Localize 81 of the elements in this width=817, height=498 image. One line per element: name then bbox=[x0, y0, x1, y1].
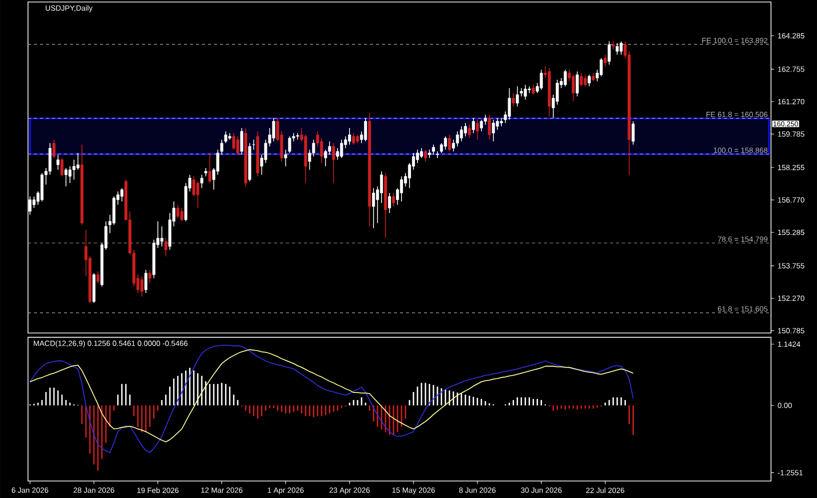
candlestick bbox=[476, 119, 479, 140]
candlestick bbox=[52, 139, 56, 158]
candlestick bbox=[272, 118, 276, 142]
candlestick bbox=[608, 40, 611, 66]
candlestick bbox=[192, 176, 196, 197]
candlestick bbox=[496, 118, 499, 130]
candlestick bbox=[220, 139, 224, 156]
candlestick bbox=[632, 120, 635, 146]
candlestick bbox=[56, 154, 60, 170]
candlestick bbox=[472, 118, 475, 134]
candlestick bbox=[348, 128, 352, 146]
candlestick bbox=[400, 176, 403, 202]
candlestick bbox=[48, 142, 52, 176]
candlestick bbox=[572, 74, 575, 102]
candlestick bbox=[328, 140, 332, 156]
candlestick bbox=[420, 148, 423, 158]
candlestick bbox=[240, 128, 244, 156]
candlestick bbox=[196, 180, 200, 208]
candlestick bbox=[584, 74, 587, 87]
candlestick bbox=[508, 88, 511, 120]
candlestick bbox=[148, 269, 152, 284]
candlestick bbox=[468, 124, 471, 139]
candlestick bbox=[352, 132, 356, 146]
candlestick bbox=[464, 122, 467, 137]
candlestick bbox=[76, 152, 80, 170]
candlestick bbox=[380, 170, 384, 204]
candlestick bbox=[160, 226, 164, 247]
candlestick bbox=[436, 151, 439, 158]
candlestick bbox=[296, 132, 300, 140]
candlestick bbox=[460, 126, 463, 142]
candlestick bbox=[588, 74, 591, 87]
candlestick bbox=[424, 149, 427, 162]
candlestick bbox=[200, 174, 204, 189]
candlestick bbox=[288, 136, 292, 154]
candlestick bbox=[60, 158, 64, 177]
candlestick bbox=[444, 136, 447, 150]
candlestick bbox=[164, 238, 168, 257]
candlestick bbox=[236, 136, 240, 156]
candlestick bbox=[488, 114, 491, 140]
candlestick bbox=[144, 269, 148, 294]
candlestick bbox=[320, 138, 324, 164]
candlestick bbox=[340, 139, 344, 158]
candlestick bbox=[96, 270, 100, 284]
candlestick bbox=[72, 159, 76, 180]
candlestick bbox=[324, 149, 328, 167]
candlestick bbox=[456, 130, 459, 147]
candlestick bbox=[332, 142, 336, 184]
candlestick bbox=[176, 204, 180, 218]
candlestick bbox=[388, 192, 391, 214]
candlestick bbox=[484, 114, 487, 126]
candlestick bbox=[140, 276, 144, 297]
candlestick bbox=[208, 152, 212, 184]
candlestick bbox=[616, 42, 619, 56]
candlestick bbox=[620, 40, 623, 56]
candlestick bbox=[68, 166, 72, 184]
candlestick bbox=[432, 144, 435, 156]
candlestick bbox=[284, 149, 288, 167]
candlestick bbox=[372, 188, 376, 229]
candlestick bbox=[232, 132, 236, 150]
candlestick bbox=[524, 84, 527, 100]
candlestick bbox=[448, 134, 451, 152]
candlestick bbox=[364, 118, 368, 142]
candlestick bbox=[392, 192, 395, 207]
candlestick bbox=[32, 196, 36, 208]
candlestick bbox=[516, 86, 519, 107]
candlestick bbox=[580, 72, 583, 87]
candlestick bbox=[540, 69, 543, 90]
candlestick bbox=[416, 149, 419, 164]
candlestick bbox=[492, 119, 495, 142]
candlestick bbox=[604, 54, 607, 67]
candlestick bbox=[224, 130, 228, 144]
candlestick bbox=[532, 84, 535, 96]
candlestick bbox=[480, 119, 483, 132]
candlestick bbox=[576, 71, 579, 97]
candlestick bbox=[600, 58, 603, 77]
candlestick bbox=[120, 188, 124, 202]
candlestick bbox=[564, 69, 567, 87]
candlestick bbox=[512, 92, 515, 107]
candlestick bbox=[180, 208, 184, 222]
candlestick bbox=[556, 79, 559, 106]
candlestick bbox=[64, 168, 68, 187]
